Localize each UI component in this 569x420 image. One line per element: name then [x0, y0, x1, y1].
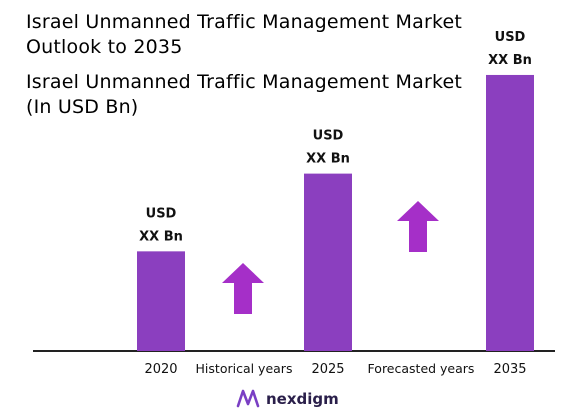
bar-2025 [304, 173, 352, 351]
period-label: Historical years [196, 361, 293, 376]
up-arrow-icon [222, 263, 264, 314]
chart-subtitle: Israel Unmanned Traffic Management Marke… [26, 70, 462, 120]
nexdigm-logo: nexdigm [236, 387, 339, 411]
x-tick-label: 2020 [144, 362, 177, 377]
data-label-line-2: XX Bn [306, 152, 350, 167]
period-label: Forecasted years [368, 361, 475, 376]
chart-title-line-1: Israel Unmanned Traffic Management Marke… [26, 11, 463, 33]
data-label-line-2: XX Bn [488, 53, 532, 68]
chart-subtitle-line-1: Israel Unmanned Traffic Management Marke… [26, 71, 463, 93]
data-label-line-2: XX Bn [139, 229, 183, 244]
nexdigm-logo-icon [236, 389, 260, 408]
x-tick-label: 2025 [311, 362, 344, 377]
bar-2035 [486, 74, 534, 351]
data-label-line-1: USD [146, 206, 177, 221]
chart-title: Israel Unmanned Traffic Management Marke… [26, 10, 462, 60]
chart-subtitle-line-2: (In USD Bn) [26, 96, 139, 118]
bar-2020 [137, 251, 185, 351]
data-label-line-1: USD [313, 129, 344, 144]
chart-title-line-2: Outlook to 2035 [26, 36, 183, 58]
x-tick-label: 2035 [493, 362, 526, 377]
up-arrow-icon [397, 201, 439, 252]
logo-text: nexdigm [266, 390, 339, 408]
data-label-line-1: USD [495, 30, 526, 45]
